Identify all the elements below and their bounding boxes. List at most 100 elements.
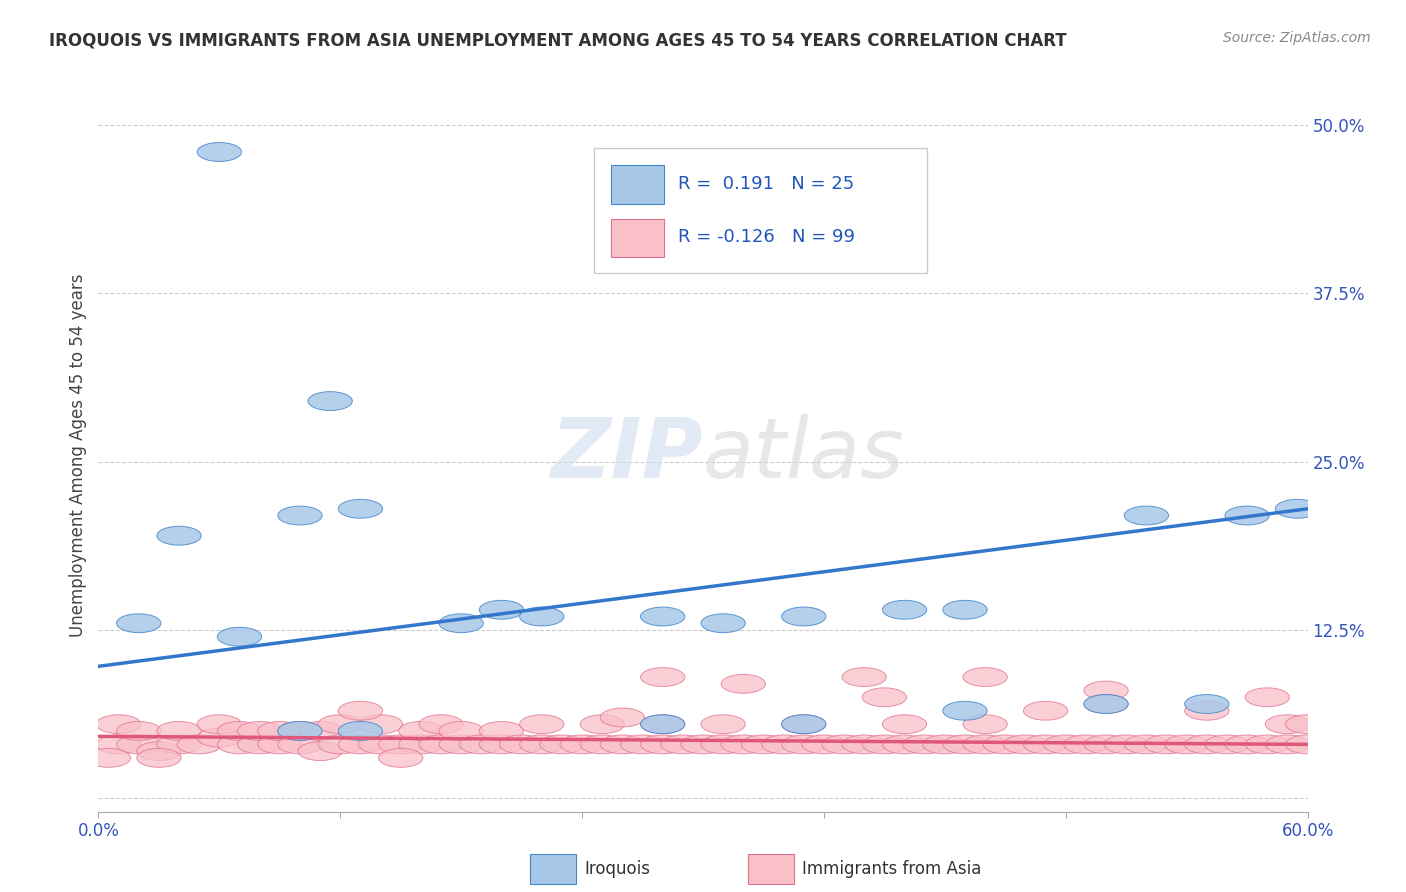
Ellipse shape [86, 748, 131, 767]
Ellipse shape [359, 735, 402, 754]
Ellipse shape [903, 735, 946, 754]
Ellipse shape [378, 735, 423, 754]
Ellipse shape [97, 714, 141, 733]
Text: R = -0.126   N = 99: R = -0.126 N = 99 [678, 228, 855, 246]
Ellipse shape [520, 607, 564, 626]
Ellipse shape [1144, 735, 1188, 754]
Ellipse shape [581, 735, 624, 754]
Ellipse shape [1246, 735, 1289, 754]
Ellipse shape [117, 722, 160, 740]
Ellipse shape [439, 614, 484, 632]
Ellipse shape [782, 714, 825, 733]
Ellipse shape [298, 722, 342, 740]
Ellipse shape [97, 735, 141, 754]
Ellipse shape [298, 742, 342, 761]
Ellipse shape [823, 735, 866, 754]
Ellipse shape [963, 735, 1007, 754]
Ellipse shape [1275, 500, 1320, 518]
Ellipse shape [218, 735, 262, 754]
Ellipse shape [238, 722, 281, 740]
Ellipse shape [1125, 506, 1168, 524]
Ellipse shape [278, 735, 322, 754]
Ellipse shape [419, 714, 463, 733]
Text: R =  0.191   N = 25: R = 0.191 N = 25 [678, 175, 853, 193]
Text: ZIP: ZIP [550, 415, 703, 495]
Ellipse shape [339, 735, 382, 754]
Ellipse shape [641, 667, 685, 687]
Ellipse shape [177, 735, 221, 754]
Ellipse shape [339, 500, 382, 518]
Text: IROQUOIS VS IMMIGRANTS FROM ASIA UNEMPLOYMENT AMONG AGES 45 TO 54 YEARS CORRELAT: IROQUOIS VS IMMIGRANTS FROM ASIA UNEMPLO… [49, 31, 1067, 49]
Ellipse shape [661, 735, 704, 754]
Text: Immigrants from Asia: Immigrants from Asia [803, 860, 981, 878]
Ellipse shape [641, 714, 685, 733]
Ellipse shape [1043, 735, 1088, 754]
Ellipse shape [520, 735, 564, 754]
Ellipse shape [197, 143, 242, 161]
Ellipse shape [117, 614, 160, 632]
Ellipse shape [399, 735, 443, 754]
Ellipse shape [278, 506, 322, 524]
Ellipse shape [1084, 681, 1128, 700]
Ellipse shape [943, 735, 987, 754]
Ellipse shape [1185, 735, 1229, 754]
Ellipse shape [721, 674, 765, 693]
Ellipse shape [1084, 735, 1128, 754]
Text: atlas: atlas [703, 415, 904, 495]
Ellipse shape [520, 714, 564, 733]
Ellipse shape [641, 607, 685, 626]
Ellipse shape [702, 614, 745, 632]
Ellipse shape [278, 722, 322, 740]
Ellipse shape [943, 701, 987, 720]
Ellipse shape [883, 735, 927, 754]
Ellipse shape [641, 735, 685, 754]
Ellipse shape [1265, 714, 1309, 733]
Ellipse shape [1125, 735, 1168, 754]
Ellipse shape [620, 735, 665, 754]
Text: Iroquois: Iroquois [585, 860, 651, 878]
Ellipse shape [963, 714, 1007, 733]
Ellipse shape [782, 607, 825, 626]
Ellipse shape [439, 735, 484, 754]
Ellipse shape [308, 392, 353, 410]
Ellipse shape [257, 735, 302, 754]
Ellipse shape [1285, 735, 1330, 754]
Ellipse shape [782, 714, 825, 733]
Ellipse shape [499, 735, 544, 754]
Ellipse shape [1164, 735, 1209, 754]
Ellipse shape [359, 714, 402, 733]
FancyBboxPatch shape [595, 148, 927, 273]
Ellipse shape [1185, 695, 1229, 714]
Ellipse shape [702, 714, 745, 733]
Ellipse shape [943, 600, 987, 619]
Ellipse shape [1265, 735, 1309, 754]
Ellipse shape [1064, 735, 1108, 754]
Ellipse shape [1004, 735, 1047, 754]
Ellipse shape [399, 722, 443, 740]
Ellipse shape [1185, 701, 1229, 720]
Ellipse shape [479, 735, 523, 754]
Y-axis label: Unemployment Among Ages 45 to 54 years: Unemployment Among Ages 45 to 54 years [69, 273, 87, 637]
Ellipse shape [157, 722, 201, 740]
Ellipse shape [136, 742, 181, 761]
Ellipse shape [318, 714, 363, 733]
Text: Source: ZipAtlas.com: Source: ZipAtlas.com [1223, 31, 1371, 45]
Ellipse shape [1084, 695, 1128, 714]
Ellipse shape [1024, 701, 1067, 720]
Ellipse shape [378, 748, 423, 767]
Ellipse shape [1024, 735, 1067, 754]
Ellipse shape [741, 735, 786, 754]
Ellipse shape [842, 735, 886, 754]
Ellipse shape [641, 714, 685, 733]
Ellipse shape [922, 735, 967, 754]
Ellipse shape [117, 735, 160, 754]
Ellipse shape [782, 735, 825, 754]
Ellipse shape [600, 708, 644, 727]
FancyBboxPatch shape [612, 219, 664, 257]
Ellipse shape [157, 735, 201, 754]
Ellipse shape [1104, 735, 1149, 754]
Ellipse shape [963, 667, 1007, 687]
Ellipse shape [681, 735, 725, 754]
Ellipse shape [1205, 735, 1249, 754]
Ellipse shape [479, 722, 523, 740]
